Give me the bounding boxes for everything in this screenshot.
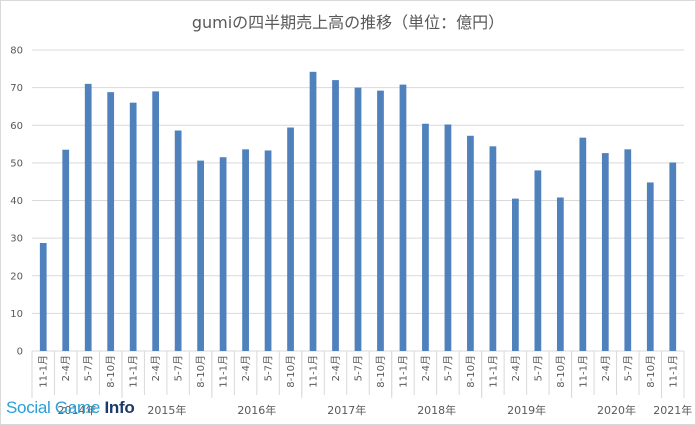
x-tick-label: 11-1月 — [397, 355, 409, 388]
x-tick-label: 2-4月 — [420, 355, 432, 381]
bar — [624, 149, 632, 351]
x-tick-label: 8-10月 — [105, 355, 117, 388]
x-tick-label: 8-10月 — [465, 355, 477, 388]
x-tick-label: 11-1月 — [128, 355, 140, 388]
bar — [107, 92, 115, 351]
bar — [467, 135, 474, 351]
bar — [646, 182, 654, 351]
bar — [219, 157, 227, 351]
bar — [377, 90, 384, 351]
year-label: 2015年 — [147, 403, 186, 417]
x-tick-label: 8-10月 — [555, 355, 567, 388]
bar — [444, 124, 452, 351]
watermark-prefix: Social Game — [6, 398, 105, 417]
x-tick-label: 8-10月 — [645, 355, 657, 388]
bar — [354, 87, 362, 351]
bar — [399, 84, 407, 352]
year-label: 2016年 — [237, 403, 276, 417]
x-tick-label: 2-4月 — [60, 355, 72, 381]
x-tick-label: 11-1月 — [577, 355, 589, 388]
y-tick-label: 50 — [10, 158, 23, 169]
bar — [332, 80, 339, 351]
x-tick-label: 8-10月 — [195, 355, 207, 388]
bar — [512, 198, 519, 351]
x-tick-label: 5-7月 — [622, 355, 634, 381]
bar — [174, 130, 182, 351]
year-label: 2019年 — [507, 403, 546, 417]
x-tick-label: 11-1月 — [487, 355, 499, 388]
bar — [489, 146, 497, 351]
bar — [309, 71, 317, 351]
x-tick-label: 5-7月 — [532, 355, 544, 381]
y-tick-label: 60 — [10, 121, 23, 132]
bar — [242, 149, 249, 351]
x-tick-label: 11-1月 — [218, 355, 230, 388]
year-label: 2021年 — [653, 403, 692, 417]
bar — [579, 137, 587, 351]
bar — [152, 91, 160, 351]
x-tick-label: 2-4月 — [150, 355, 162, 381]
y-tick-label: 80 — [10, 46, 23, 57]
bar — [39, 243, 47, 351]
y-tick-label: 40 — [10, 196, 23, 207]
x-tick-label: 2-4月 — [240, 355, 252, 381]
chart-title: gumiの四半期売上高の推移（単位：億円） — [191, 13, 505, 32]
year-label: 2017年 — [327, 403, 366, 417]
x-tick-label: 8-10月 — [375, 355, 387, 388]
x-tick-label: 11-1月 — [308, 355, 320, 388]
bar — [129, 102, 137, 351]
bar — [264, 150, 272, 351]
x-tick-label: 5-7月 — [353, 355, 365, 381]
bar — [669, 162, 677, 351]
bar — [62, 149, 70, 351]
year-label: 2014年 — [57, 403, 96, 417]
y-tick-label: 10 — [10, 309, 23, 320]
bar — [197, 160, 204, 351]
bar — [287, 127, 294, 351]
y-tick-label: 0 — [17, 347, 23, 358]
bar — [84, 83, 92, 352]
watermark-logo: Social Game Info — [6, 398, 135, 418]
x-tick-label: 5-7月 — [442, 355, 454, 381]
x-tick-label: 5-7月 — [173, 355, 185, 381]
x-tick-label: 2-4月 — [600, 355, 612, 381]
bar — [556, 197, 564, 351]
x-tick-label: 11-1月 — [667, 355, 679, 388]
bar — [534, 170, 542, 351]
bar — [422, 123, 429, 352]
x-tick-label: 5-7月 — [83, 355, 95, 381]
y-tick-label: 30 — [10, 234, 23, 245]
year-label: 2020年 — [597, 403, 636, 417]
y-tick-label: 20 — [10, 271, 23, 282]
year-label: 2018年 — [417, 403, 456, 417]
x-tick-label: 8-10月 — [285, 355, 297, 388]
y-tick-label: 70 — [10, 83, 23, 94]
x-tick-label: 2-4月 — [510, 355, 522, 381]
x-tick-label: 2-4月 — [330, 355, 342, 381]
watermark-suffix: Info — [104, 398, 135, 417]
x-tick-label: 5-7月 — [263, 355, 275, 381]
bar — [601, 153, 609, 351]
x-tick-label: 11-1月 — [38, 355, 50, 388]
